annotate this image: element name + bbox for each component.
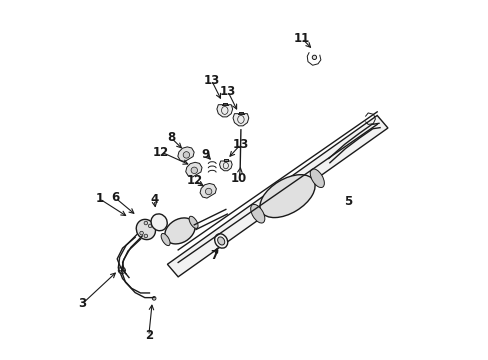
- Text: 13: 13: [219, 85, 235, 98]
- Ellipse shape: [161, 233, 170, 246]
- Ellipse shape: [164, 218, 195, 244]
- Polygon shape: [185, 162, 202, 177]
- Text: 5: 5: [344, 195, 352, 208]
- Text: 9: 9: [201, 148, 209, 161]
- Text: 12: 12: [153, 145, 169, 158]
- Text: 10: 10: [230, 172, 247, 185]
- Text: 13: 13: [232, 138, 248, 150]
- Text: 8: 8: [166, 131, 175, 144]
- Ellipse shape: [151, 214, 167, 231]
- Polygon shape: [217, 105, 232, 117]
- Polygon shape: [200, 184, 216, 198]
- Circle shape: [144, 234, 147, 238]
- Circle shape: [191, 167, 197, 174]
- Circle shape: [312, 55, 316, 59]
- Text: 6: 6: [111, 192, 119, 204]
- Ellipse shape: [214, 234, 227, 248]
- Ellipse shape: [250, 204, 264, 223]
- Polygon shape: [219, 161, 232, 171]
- Text: 11: 11: [293, 32, 309, 45]
- Ellipse shape: [152, 297, 156, 300]
- Circle shape: [183, 152, 189, 158]
- Text: 13: 13: [203, 74, 219, 87]
- Text: 2: 2: [144, 329, 153, 342]
- Ellipse shape: [260, 175, 314, 217]
- Text: 1: 1: [95, 192, 103, 205]
- Text: 4: 4: [150, 193, 158, 206]
- Circle shape: [140, 231, 143, 235]
- Text: 12: 12: [186, 174, 203, 187]
- Ellipse shape: [118, 267, 125, 274]
- Text: 7: 7: [209, 249, 218, 262]
- Circle shape: [144, 221, 147, 225]
- Polygon shape: [233, 114, 248, 126]
- Polygon shape: [167, 116, 387, 277]
- Polygon shape: [178, 147, 194, 162]
- Circle shape: [148, 224, 152, 228]
- Ellipse shape: [189, 216, 198, 228]
- Ellipse shape: [217, 237, 224, 245]
- Ellipse shape: [136, 219, 155, 240]
- Text: 3: 3: [78, 297, 86, 310]
- Ellipse shape: [309, 169, 324, 188]
- Circle shape: [205, 188, 211, 195]
